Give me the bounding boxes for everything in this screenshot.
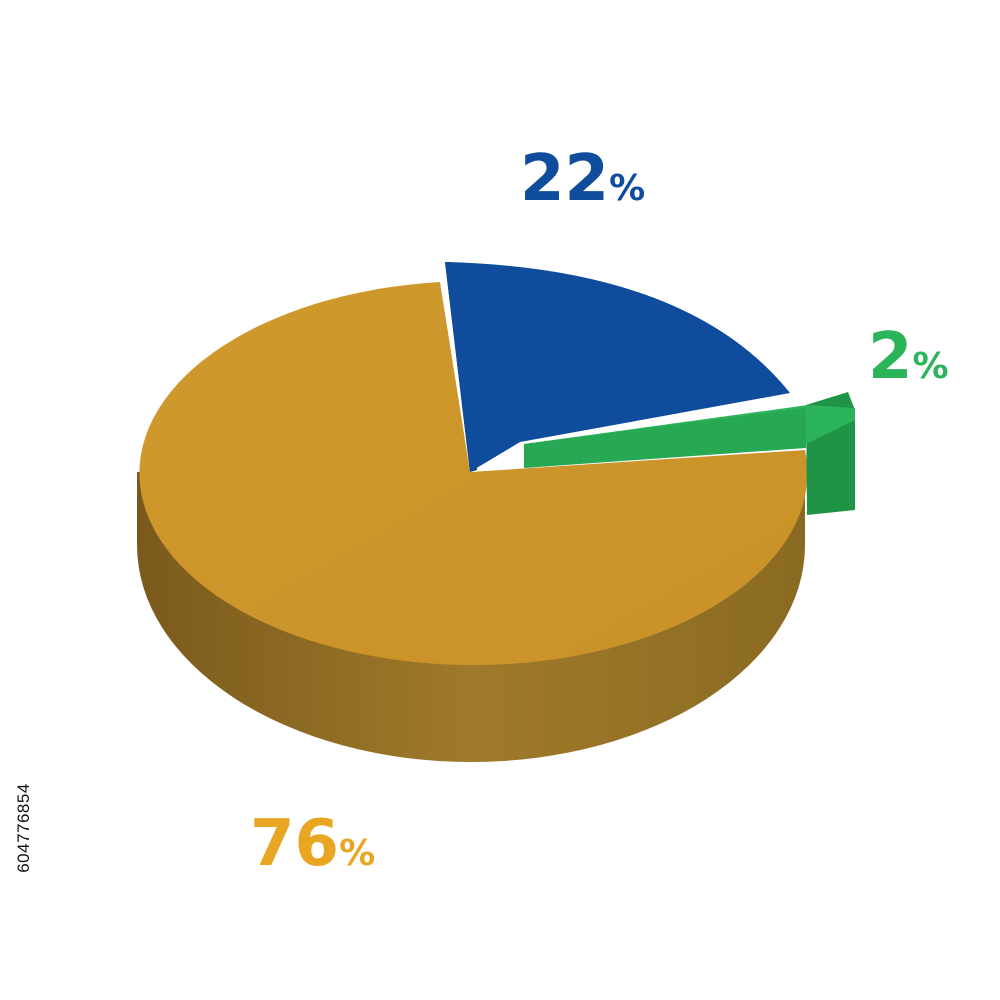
label-76: 76% <box>250 807 375 881</box>
label-76-value: 76 <box>250 807 339 881</box>
image-id-text: 604776854 <box>14 760 34 896</box>
label-2: 2% <box>868 320 949 394</box>
label-2-unit: % <box>913 346 949 387</box>
image-id-value: 604776854 <box>14 783 33 873</box>
label-76-unit: % <box>339 833 375 874</box>
label-22-value: 22 <box>520 142 609 216</box>
label-2-value: 2 <box>868 320 913 394</box>
slice-76-top <box>139 282 808 666</box>
label-22-unit: % <box>609 168 645 209</box>
slice-22-top <box>445 262 790 472</box>
label-22: 22% <box>520 142 645 216</box>
slice-2-front <box>524 408 806 468</box>
